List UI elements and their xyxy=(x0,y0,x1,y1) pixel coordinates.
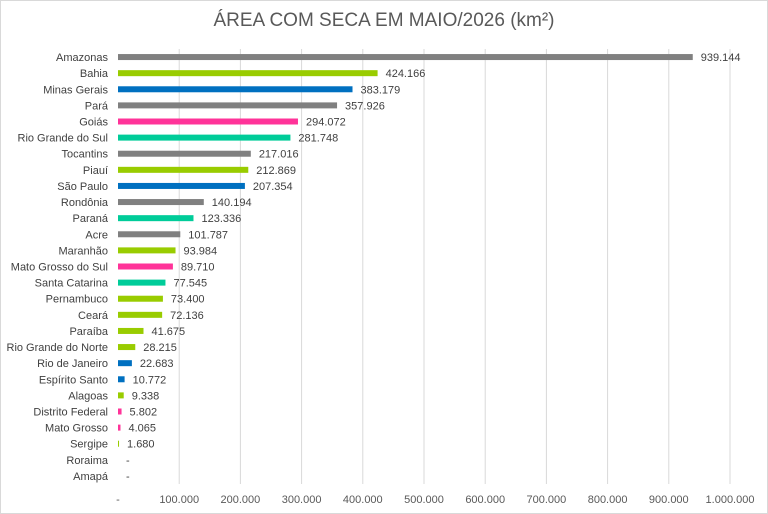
bar xyxy=(118,215,194,222)
bar xyxy=(118,344,136,351)
bar xyxy=(118,150,251,157)
data-label: 28.215 xyxy=(143,342,177,354)
data-label: 5.802 xyxy=(130,407,158,419)
bar xyxy=(118,279,166,286)
category-label: Rondônia xyxy=(61,197,109,209)
x-tick-label: 400.000 xyxy=(343,494,383,506)
category-label: Paraná xyxy=(73,213,109,225)
category-label: Mato Grosso do Sul xyxy=(11,262,108,274)
data-label: 73.400 xyxy=(171,294,205,306)
data-label: 4.065 xyxy=(128,423,156,435)
category-label: Espírito Santo xyxy=(39,374,108,386)
bar xyxy=(118,263,173,270)
bar xyxy=(118,70,378,77)
data-label: 89.710 xyxy=(181,262,215,274)
category-label: Mato Grosso xyxy=(45,423,108,435)
category-label: Minas Gerais xyxy=(43,84,108,96)
bar xyxy=(118,408,122,415)
bar xyxy=(118,86,353,93)
data-label: 140.194 xyxy=(212,197,252,209)
chart-title: ÁREA COM SECA EM MAIO/2026 (km²) xyxy=(213,10,555,31)
data-label: 41.675 xyxy=(152,326,186,338)
bar xyxy=(118,295,163,302)
bar xyxy=(118,424,121,431)
data-label: 123.336 xyxy=(201,213,241,225)
data-label: 9.338 xyxy=(132,390,160,402)
x-tick-label: 800.000 xyxy=(588,494,628,506)
category-label: Ceará xyxy=(78,310,109,322)
category-label: Rio Grande do Norte xyxy=(7,342,109,354)
bar xyxy=(118,327,144,334)
bar xyxy=(118,134,291,141)
bar xyxy=(118,311,163,318)
bar xyxy=(118,118,298,125)
category-label: Pará xyxy=(85,100,109,112)
category-label: Rio de Janeiro xyxy=(37,358,108,370)
bar xyxy=(118,166,249,173)
x-tick-label: 700.000 xyxy=(527,494,567,506)
category-label: Santa Catarina xyxy=(35,278,109,290)
bar xyxy=(118,231,181,238)
data-label: 93.984 xyxy=(184,245,218,257)
x-tick-label: 100.000 xyxy=(159,494,199,506)
category-label: Amapá xyxy=(73,471,109,483)
data-label: 357.926 xyxy=(345,100,385,112)
x-tick-label: - xyxy=(116,494,120,506)
x-tick-label: 600.000 xyxy=(465,494,505,506)
data-label: 281.748 xyxy=(298,133,338,145)
data-label: - xyxy=(126,455,130,467)
category-label: Acre xyxy=(85,229,108,241)
category-label: Paraíba xyxy=(69,326,108,338)
x-tick-label: 1.000.000 xyxy=(706,494,755,506)
category-label: Roraima xyxy=(66,455,108,467)
data-label: 10.772 xyxy=(133,374,167,386)
x-tick-label: 900.000 xyxy=(649,494,689,506)
category-label: Distrito Federal xyxy=(33,407,108,419)
category-label: Maranhão xyxy=(58,245,108,257)
category-label: Sergipe xyxy=(70,439,108,451)
category-label: São Paulo xyxy=(57,181,108,193)
category-label: Goiás xyxy=(79,117,108,129)
bar xyxy=(118,376,125,383)
x-tick-label: 200.000 xyxy=(221,494,261,506)
bar xyxy=(118,392,124,399)
bar xyxy=(118,54,693,61)
data-label: 212.869 xyxy=(256,165,296,177)
bar xyxy=(118,247,176,254)
x-tick-label: 500.000 xyxy=(404,494,444,506)
data-label: 1.680 xyxy=(127,439,155,451)
data-label: 72.136 xyxy=(170,310,204,322)
bar xyxy=(118,360,132,367)
category-label: Tocantins xyxy=(62,149,109,161)
data-label: 383.179 xyxy=(361,84,401,96)
category-label: Alagoas xyxy=(68,390,108,402)
data-label: 217.016 xyxy=(259,149,299,161)
category-label: Amazonas xyxy=(56,52,108,64)
data-label: 294.072 xyxy=(306,117,346,129)
bar xyxy=(118,102,338,109)
data-label: 207.354 xyxy=(253,181,293,193)
bar xyxy=(118,440,120,447)
data-label: 22.683 xyxy=(140,358,174,370)
data-label: - xyxy=(126,471,130,483)
category-label: Pernambuco xyxy=(46,294,108,306)
x-tick-label: 300.000 xyxy=(282,494,322,506)
bar xyxy=(118,199,204,206)
data-label: 77.545 xyxy=(173,278,207,290)
category-label: Bahia xyxy=(80,68,109,80)
category-label: Piauí xyxy=(83,165,108,177)
data-label: 424.166 xyxy=(386,68,426,80)
data-label: 939.144 xyxy=(701,52,741,64)
data-label: 101.787 xyxy=(188,229,228,241)
category-label: Rio Grande do Sul xyxy=(18,133,109,145)
bar xyxy=(118,182,245,189)
